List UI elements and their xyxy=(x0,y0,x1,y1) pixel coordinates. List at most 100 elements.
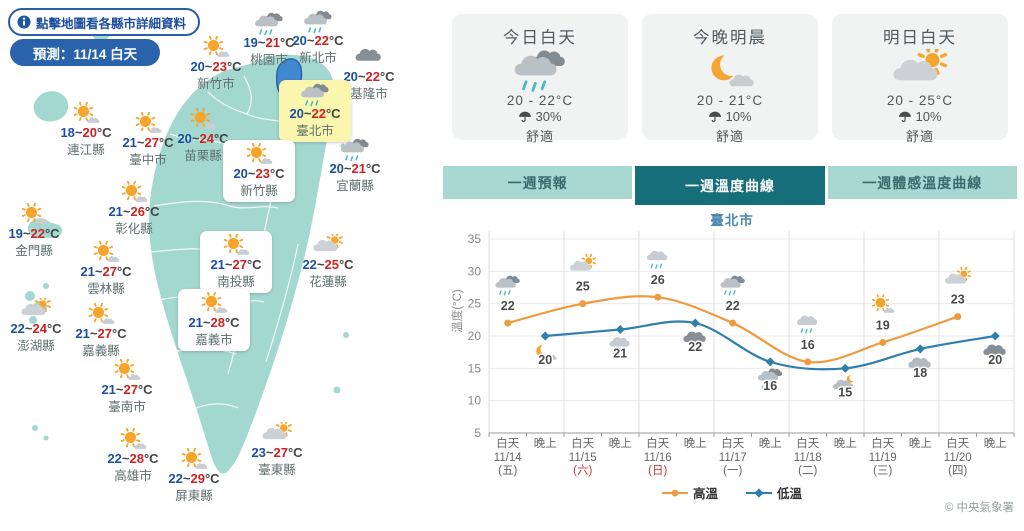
county-name: 新竹縣 xyxy=(240,183,278,198)
tab-weekly-apparent-temperature-curve[interactable]: 一週體感溫度曲線 xyxy=(827,166,1017,199)
map-location-label[interactable]: 21~28°C 嘉義市 xyxy=(178,289,250,351)
partly-icon xyxy=(262,422,292,440)
temperature-range: 19~22°C xyxy=(8,226,60,241)
tab-weekly-forecast[interactable]: 一週預報 xyxy=(443,166,633,199)
temperature-range: 23~27°C xyxy=(251,445,303,460)
map-location-label[interactable]: 21~26°C 彰化縣 xyxy=(89,181,179,236)
forecast-date-label: 預測：11/14 白天 xyxy=(32,46,138,62)
svg-text:(五): (五) xyxy=(498,465,517,477)
copyright-watermark: © 中央氣象署 xyxy=(944,502,1014,514)
cloud-dark-icon xyxy=(355,48,381,61)
sun-icon xyxy=(73,102,100,123)
sun-icon xyxy=(121,181,148,202)
cloud-dark-icon xyxy=(983,344,1006,355)
partly-icon xyxy=(313,234,343,252)
svg-text:20: 20 xyxy=(538,353,552,367)
card-temp: 20 - 25°C xyxy=(886,93,954,108)
temperature-range: 20~22°C xyxy=(289,106,341,121)
forecast-summary-cards: 今日白天 20 - 22°C 30% 舒適 今晚明晨 20 - 21°C xyxy=(452,14,1008,144)
legend-high-temp[interactable]: 高溫 xyxy=(661,483,718,502)
rain-icon xyxy=(341,138,369,162)
card-rain-probability: 30% xyxy=(452,109,628,124)
sun-icon xyxy=(135,112,162,133)
svg-text:晚上: 晚上 xyxy=(534,437,557,450)
partly-icon xyxy=(569,253,596,271)
svg-text:11/15: 11/15 xyxy=(569,452,597,464)
card-title: 今晚明晨 xyxy=(693,29,767,47)
map-location-label[interactable]: 20~22°C 臺北市 xyxy=(279,80,351,142)
svg-text:白天: 白天 xyxy=(646,436,669,450)
umbrella-icon xyxy=(519,111,532,122)
county-name: 新竹市 xyxy=(197,76,235,91)
svg-text:25: 25 xyxy=(576,280,590,294)
map-location-label[interactable]: 22~29°C 屏東縣 xyxy=(149,448,239,503)
county-name: 金門縣 xyxy=(15,243,53,258)
svg-text:23: 23 xyxy=(951,293,965,307)
county-name: 澎湖縣 xyxy=(17,338,55,353)
tab-weekly-temperature-curve[interactable]: 一週溫度曲線 xyxy=(635,166,825,205)
partly-icon xyxy=(21,298,51,316)
map-location-label[interactable]: 21~27°C 嘉義縣 xyxy=(56,303,146,358)
svg-text:晚上: 晚上 xyxy=(834,437,857,450)
map-location-label[interactable]: 19~22°C 金門縣 xyxy=(0,203,79,258)
map-location-label[interactable]: 18~20°C 連江縣 xyxy=(41,102,131,157)
svg-text:晚上: 晚上 xyxy=(609,437,632,450)
map-info-label: 點擊地圖看各縣市詳細資料 xyxy=(36,16,187,31)
county-name: 臺北市 xyxy=(296,123,334,138)
svg-text:16: 16 xyxy=(763,379,777,393)
svg-text:白天: 白天 xyxy=(496,436,519,450)
county-name: 嘉義市 xyxy=(195,332,233,347)
umbrella-icon xyxy=(709,111,722,122)
temperature-range: 19~21°C xyxy=(243,35,295,50)
svg-text:白天: 白天 xyxy=(721,436,744,450)
county-name: 臺南市 xyxy=(108,399,146,414)
svg-text:16: 16 xyxy=(801,338,815,352)
svg-text:35: 35 xyxy=(468,232,482,246)
map-location-label[interactable]: 22~28°C 高雄市 xyxy=(88,428,178,483)
card-comfort: 舒適 xyxy=(715,129,744,144)
temperature-range: 18~20°C xyxy=(60,125,112,140)
sun-behind-cloud-icon xyxy=(893,49,948,81)
sun-icon xyxy=(114,359,141,380)
map-location-label[interactable]: 21~27°C 臺中市 xyxy=(103,112,193,167)
map-location-label[interactable]: 19~21°C 桃園市 xyxy=(224,12,314,67)
temperature-range: 21~28°C xyxy=(188,315,240,330)
svg-text:22: 22 xyxy=(726,299,740,313)
rain-percent: 10% xyxy=(915,109,942,124)
svg-text:20: 20 xyxy=(988,353,1002,367)
legend-low-temp[interactable]: 低溫 xyxy=(746,483,802,502)
temperature-range: 22~25°C xyxy=(302,257,354,272)
svg-text:11/17: 11/17 xyxy=(719,452,747,464)
map-location-label[interactable]: 22~25°C 花蓮縣 xyxy=(283,234,373,289)
rain-icon xyxy=(301,83,329,107)
svg-text:30: 30 xyxy=(468,264,482,278)
forecast-date-pill: 預測：11/14 白天 xyxy=(10,39,160,66)
county-name: 臺東縣 xyxy=(258,462,296,477)
map-location-label[interactable]: 22~24°C 澎湖縣 xyxy=(0,298,81,353)
county-name: 屏東縣 xyxy=(175,488,213,503)
card-tonight-tomorrow-morning: 今晚明晨 20 - 21°C 10% 舒適 xyxy=(642,14,818,144)
map-location-label[interactable]: 21~27°C 臺南市 xyxy=(82,359,172,414)
map-location-label[interactable]: 20~22°C 新北市 xyxy=(273,10,363,65)
svg-text:(二): (二) xyxy=(798,465,817,477)
map-location-label[interactable]: 23~27°C 臺東縣 xyxy=(232,422,322,477)
chart-legend: 高溫 低溫 xyxy=(440,483,1024,502)
card-tomorrow-day: 明日白天 20 - 25°C 10% 舒適 xyxy=(832,14,1008,144)
temperature-range: 20~23°C xyxy=(190,59,242,74)
map-location-label[interactable]: 20~23°C 新竹市 xyxy=(171,36,261,91)
temperature-range: 22~29°C xyxy=(168,471,220,486)
svg-text:22: 22 xyxy=(501,299,515,313)
cloud-icon xyxy=(908,357,931,368)
map-location-label[interactable]: 21~27°C 雲林縣 xyxy=(61,241,151,296)
sun-icon xyxy=(181,448,208,469)
sun-icon xyxy=(21,203,48,224)
svg-text:白天: 白天 xyxy=(946,436,969,450)
map-location-label[interactable]: 20~21°C 宜蘭縣 xyxy=(310,138,400,193)
county-name: 苗栗縣 xyxy=(184,148,222,163)
sun-icon xyxy=(190,108,217,129)
card-comfort: 舒適 xyxy=(905,129,934,144)
map-location-label[interactable]: 20~22°C 基隆市 xyxy=(324,46,414,101)
map-location-label[interactable]: 20~23°C 新竹縣 xyxy=(223,140,295,202)
temperature-range: 20~22°C xyxy=(343,69,395,84)
map-location-label[interactable]: 21~27°C 南投縣 xyxy=(200,231,272,293)
